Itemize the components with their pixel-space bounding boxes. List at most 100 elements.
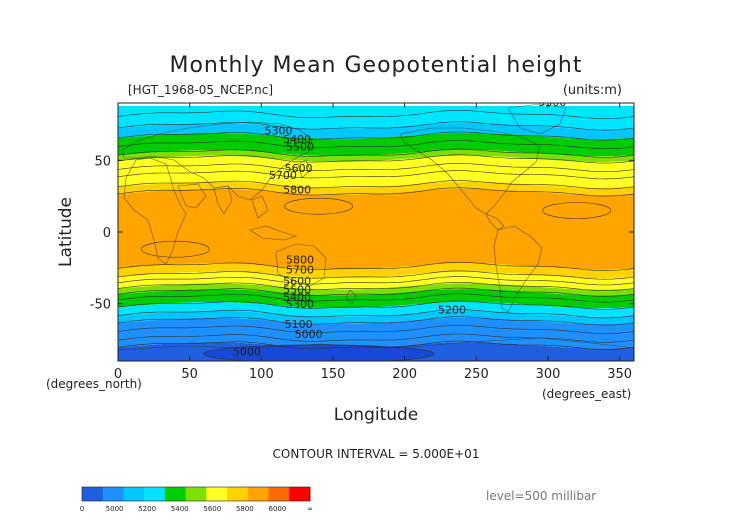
contour-closed-0 — [284, 197, 353, 215]
colorbar-label-3: 5400 — [171, 505, 189, 513]
contour-band-9 — [118, 271, 634, 290]
coastline-eurasia — [121, 121, 313, 201]
contour-label-3: 5500 — [286, 140, 314, 153]
x-tick-label-2: 100 — [249, 367, 274, 382]
y-tick-label-0: -50 — [90, 298, 111, 313]
coastline-new-zealand — [345, 289, 357, 305]
contour-line-12 — [118, 276, 634, 286]
contour-bands — [118, 103, 634, 361]
x-tick-label-6: 300 — [536, 367, 561, 382]
coastline-antarctica — [118, 337, 634, 351]
y-axis-label: Latitude — [56, 197, 76, 267]
y-tick-label-1: 0 — [103, 226, 111, 241]
chart-title: Monthly Mean Geopotential height — [169, 53, 582, 78]
contour-line-16 — [118, 300, 634, 310]
colorbar-swatch-5 — [185, 487, 207, 501]
contour-band-7 — [118, 188, 634, 270]
contour-label-11: 5400 — [283, 291, 311, 304]
colorbar-swatch-7 — [227, 487, 249, 501]
contour-interval-label: CONTOUR INTERVAL = 5.000E+01 — [273, 447, 480, 461]
colorbar-swatch-1 — [102, 487, 124, 501]
contour-line-9 — [118, 187, 634, 197]
contour-label-8: 5700 — [286, 264, 314, 277]
contour-band-1 — [118, 105, 634, 130]
contour-line-0 — [118, 110, 634, 120]
x-tick-label-0: 0 — [114, 367, 122, 382]
x-tick-label-7: 350 — [607, 367, 632, 382]
x-tick-label-4: 200 — [392, 367, 417, 382]
contour-band-4 — [118, 150, 634, 163]
colorbar-label-5: 5800 — [236, 505, 254, 513]
coastline-japan — [297, 159, 311, 179]
contour-line-5 — [118, 154, 634, 164]
contour-label-13: 5200 — [438, 304, 466, 317]
colorbar-label-4: 5600 — [203, 505, 221, 513]
contour-label-2: 5400 — [283, 133, 311, 146]
contour-closed-1 — [542, 202, 611, 219]
colorbar-swatch-9 — [268, 487, 290, 501]
coastline-south-america — [493, 225, 543, 313]
level-label: level=500 millibar — [486, 489, 596, 503]
coastline-indonesia — [249, 225, 298, 241]
contour-band-3 — [118, 132, 634, 157]
colorbar-swatch-10 — [289, 487, 311, 501]
colorbar-swatch-2 — [123, 487, 145, 501]
contour-line-13 — [118, 282, 634, 292]
contour-line-4 — [118, 148, 634, 158]
colorbar-swatch-0 — [82, 487, 104, 501]
colorbar-swatch-8 — [247, 487, 270, 501]
coastline-se-asia — [251, 195, 269, 219]
colorbar-swatch-4 — [164, 487, 187, 501]
contour-band-10 — [118, 283, 634, 296]
colorbar-label-1: 5000 — [106, 505, 124, 513]
colorbar-swatch-6 — [206, 487, 228, 501]
contour-label-9: 5600 — [283, 275, 311, 288]
colorbar-swatch-3 — [144, 487, 166, 501]
coastline-north-america — [399, 127, 541, 215]
x-axis-label: Longitude — [334, 405, 419, 425]
colorbar-label-7: ∞ — [307, 505, 313, 513]
contour-line-17 — [118, 309, 634, 319]
contour-line-21 — [118, 340, 634, 350]
coastlines — [118, 103, 634, 351]
contour-label-4: 5600 — [285, 162, 313, 175]
coastline-arabia — [177, 183, 207, 209]
coastline-central-america — [485, 213, 505, 231]
colorbar-label-6: 6000 — [269, 505, 287, 513]
x-unit-label: (degrees_east) — [542, 387, 631, 401]
contour-line-3 — [118, 140, 634, 150]
coastline-africa — [123, 157, 187, 265]
contour-line-19 — [118, 325, 634, 335]
contour-band-12 — [118, 301, 634, 317]
contour-line-14 — [118, 287, 634, 297]
contour-label-5: 5700 — [269, 169, 297, 182]
contour-line-7 — [118, 170, 634, 180]
contour-line-20 — [118, 333, 634, 343]
y-unit-label: (degrees_north) — [46, 377, 142, 391]
contour-line-15 — [118, 293, 634, 303]
x-tick-label-1: 50 — [181, 367, 198, 382]
contour-band-13 — [118, 310, 634, 324]
contour-label-15: 5000 — [295, 328, 323, 341]
x-tick-label-5: 250 — [464, 367, 489, 382]
coastline-greenland — [507, 103, 567, 135]
contour-band-11 — [118, 289, 634, 309]
contour-label-6: 5800 — [283, 183, 311, 196]
contour-band-5 — [118, 155, 634, 188]
contour-band-0 — [118, 103, 634, 106]
contour-line-10 — [118, 262, 634, 271]
contour-label-1: 5300 — [265, 125, 293, 138]
contour-line-11 — [118, 270, 634, 280]
y-tick-label-2: 50 — [94, 154, 111, 169]
colorbar-frame — [81, 486, 311, 502]
contour-label-7: 5800 — [286, 254, 314, 267]
contour-band-6 — [118, 181, 634, 195]
contour-labels: 5300530054005500560057005800580057005600… — [233, 103, 566, 358]
contour-label-10: 5500 — [283, 284, 311, 297]
contour-line-6 — [118, 163, 634, 173]
file-name-label: [HGT_1968-05_NCEP.nc] — [128, 83, 273, 97]
contour-line-8 — [118, 180, 634, 190]
coastline-australia — [275, 243, 327, 287]
plot-area: 5300530054005500560057005800580057005600… — [118, 103, 634, 361]
